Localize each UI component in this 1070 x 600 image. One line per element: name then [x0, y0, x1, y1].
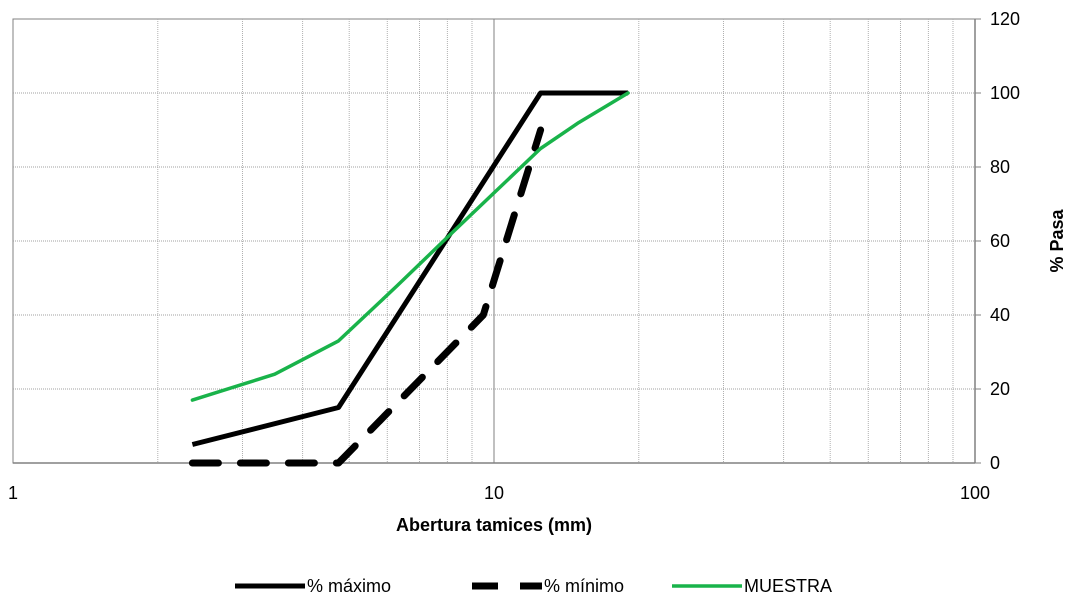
- y-tick-label: 100: [990, 83, 1020, 103]
- y-tick-label: 40: [990, 305, 1010, 325]
- legend-label-muestra: MUESTRA: [744, 576, 832, 596]
- x-tick-label: 100: [960, 483, 990, 503]
- y-tick-label: 0: [990, 453, 1000, 473]
- x-tick-label: 1: [8, 483, 18, 503]
- series-line-min: [188, 126, 545, 467]
- legend: % máximo % mínimo MUESTRA: [235, 576, 832, 596]
- y-tick-label: 80: [990, 157, 1010, 177]
- series-lines: [188, 90, 630, 467]
- y-tick-label: 120: [990, 9, 1020, 29]
- x-tick-label: 10: [484, 483, 504, 503]
- x-axis-title: Abertura tamices (mm): [396, 515, 592, 535]
- y-axis-title: % Pasa: [1047, 208, 1067, 272]
- legend-label-max: % máximo: [307, 576, 391, 596]
- y-tick-label: 20: [990, 379, 1010, 399]
- series-line-max: [191, 90, 629, 447]
- series-line-muestra: [190, 91, 630, 402]
- y-tick-label: 60: [990, 231, 1010, 251]
- legend-label-min: % mínimo: [544, 576, 624, 596]
- grid-lines: [13, 19, 976, 464]
